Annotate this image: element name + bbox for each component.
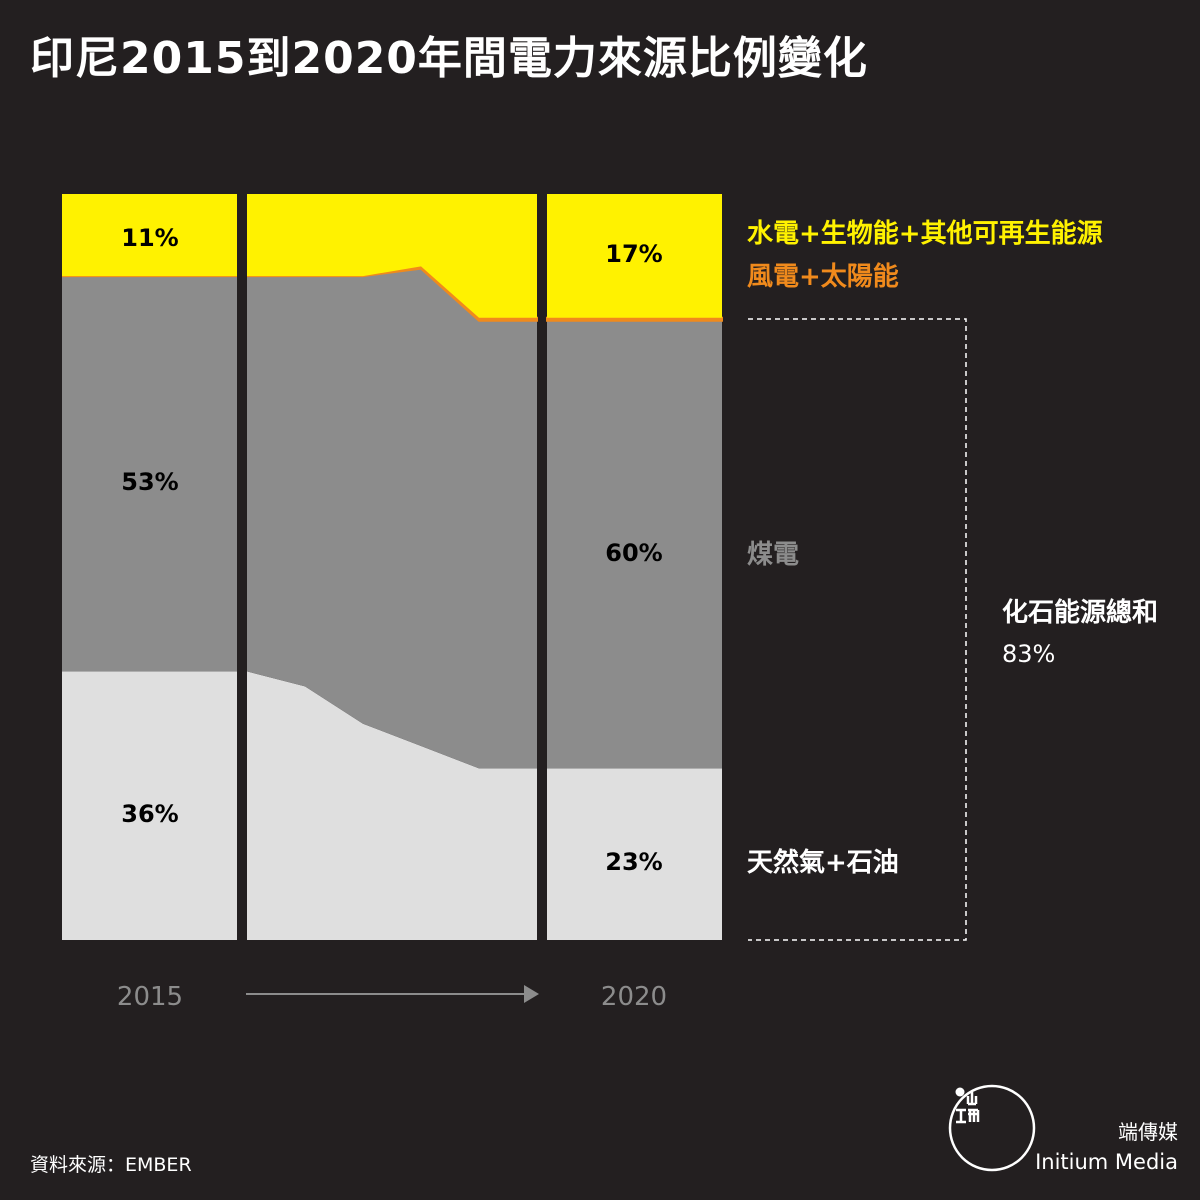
bar-2015-gas-oil-area xyxy=(62,671,237,940)
transition-area-renewable-area xyxy=(247,194,537,318)
label-2020-renewable: 17% xyxy=(605,240,662,268)
source-note: 資料來源：EMBER xyxy=(30,1154,192,1176)
bar-2020-gas-oil-area xyxy=(547,768,722,940)
bar-2020-coal-area xyxy=(547,320,722,769)
bar-2015-coal-area xyxy=(62,276,237,672)
legend-coal: 煤電 xyxy=(747,540,799,570)
legend-renewable: 水電+生物能+其他可再生能源 xyxy=(747,218,1103,249)
plot-area xyxy=(62,194,723,940)
initium-logo-icon xyxy=(948,1084,1036,1172)
x-tick-2020: 2020 xyxy=(601,982,667,1012)
bar-2015-renewable-area xyxy=(62,194,237,277)
time-arrow-head xyxy=(524,985,539,1003)
transition-area-gas-oil-area xyxy=(247,671,537,940)
label-2015-renewable: 11% xyxy=(121,224,178,252)
transition-area-coal-area xyxy=(247,268,537,769)
x-tick-2015: 2015 xyxy=(117,982,183,1012)
bar-2020-wind-solar-area xyxy=(546,316,723,322)
chart-title: 印尼2015到2020年間電力來源比例變化 xyxy=(30,33,868,84)
brand-name-en: Initium Media xyxy=(1035,1150,1178,1174)
fossil-total-label: 化石能源總和 xyxy=(1002,597,1158,628)
legend-wind-solar: 風電+太陽能 xyxy=(747,261,899,292)
label-2020-gas-oil: 23% xyxy=(605,848,662,876)
label-2015-gas-oil: 36% xyxy=(121,800,178,828)
fossil-bracket xyxy=(748,318,967,941)
bar-2020-renewable-area xyxy=(547,194,722,318)
fossil-total-value: 83% xyxy=(1002,640,1055,668)
brand-name-cn: 端傳媒 xyxy=(1118,1120,1178,1144)
label-2020-coal: 60% xyxy=(605,539,662,567)
legend-gas-oil: 天然氣+石油 xyxy=(747,847,899,878)
label-2015-coal: 53% xyxy=(121,468,178,496)
